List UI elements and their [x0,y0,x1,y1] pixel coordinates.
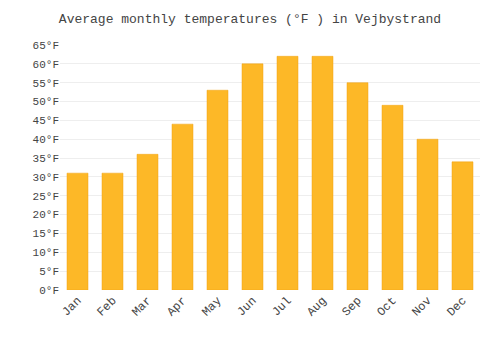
svg-text:Apr: Apr [164,294,189,319]
svg-text:5°F: 5°F [39,266,59,278]
svg-text:Mar: Mar [129,294,154,319]
svg-text:55°F: 55°F [33,78,59,90]
svg-text:Feb: Feb [94,294,119,319]
svg-text:Sep: Sep [339,294,364,319]
svg-text:35°F: 35°F [33,153,59,165]
svg-text:Jun: Jun [234,294,259,319]
svg-text:Average monthly temperatures (: Average monthly temperatures (°F ) in Ve… [59,12,441,27]
svg-text:30°F: 30°F [33,172,59,184]
svg-text:20°F: 20°F [33,209,59,221]
svg-text:0°F: 0°F [39,285,59,297]
svg-text:15°F: 15°F [33,228,59,240]
svg-text:Dec: Dec [444,294,469,319]
svg-text:45°F: 45°F [33,115,59,127]
svg-text:60°F: 60°F [33,59,59,71]
svg-text:25°F: 25°F [33,191,59,203]
svg-text:50°F: 50°F [33,96,59,108]
svg-text:Jul: Jul [269,294,294,319]
svg-text:65°F: 65°F [33,40,59,52]
svg-text:40°F: 40°F [33,134,59,146]
svg-text:10°F: 10°F [33,247,59,259]
svg-text:Jan: Jan [59,294,84,319]
svg-text:Nov: Nov [409,294,434,319]
svg-text:Oct: Oct [374,294,399,319]
svg-text:Aug: Aug [304,294,329,319]
svg-text:May: May [199,294,224,319]
